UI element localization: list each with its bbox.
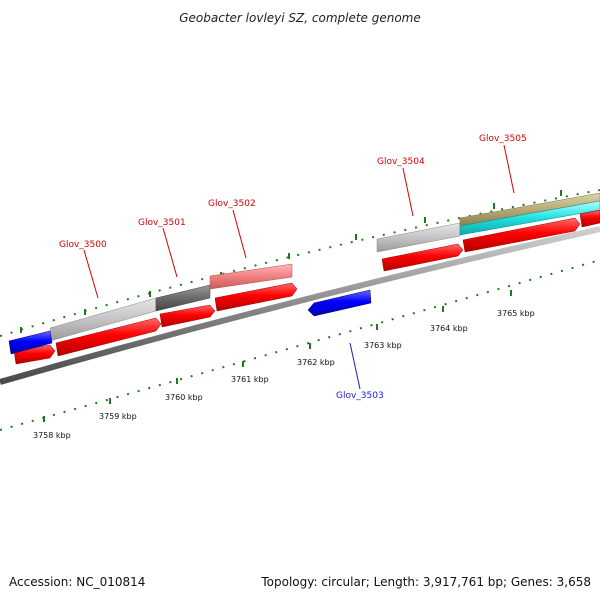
feature-bar-3501[interactable] [155, 284, 211, 312]
cds-arrow-3503[interactable] [307, 289, 372, 317]
cds-arrow-3501[interactable] [159, 304, 216, 328]
label-leaders [83, 144, 515, 390]
major-ticks-outer [20, 190, 562, 333]
feature-bar-3505-cyan[interactable] [459, 200, 600, 236]
scale-label-3763: 3763 kbp [364, 341, 402, 350]
scale-label-3758: 3758 kbp [33, 431, 71, 440]
cds-bar-blue-left[interactable] [8, 330, 53, 355]
scale-label-3762: 3762 kbp [297, 358, 335, 367]
genome-backbone [0, 226, 600, 385]
scale-label-3764: 3764 kbp [430, 324, 468, 333]
cds-arrow-3504[interactable] [381, 243, 464, 272]
accession-text: Accession: NC_010814 [9, 575, 145, 589]
feature-bar-3502[interactable] [209, 263, 293, 290]
scale-label-3765: 3765 kbp [497, 309, 535, 318]
cds-arrow-3502[interactable] [214, 282, 298, 312]
feature-bar-3504[interactable] [376, 222, 461, 253]
feature-bar-3505-olive[interactable] [459, 192, 600, 227]
scale-label-3760: 3760 kbp [165, 393, 203, 402]
cds-arrow-3500[interactable] [55, 317, 162, 357]
gene-label-glov-3504[interactable]: Glov_3504 [377, 157, 425, 167]
gene-label-glov-3503[interactable]: Glov_3503 [336, 391, 384, 401]
feature-track [49, 192, 600, 342]
scale-label-3761: 3761 kbp [231, 375, 269, 384]
forward-cds-track [13, 209, 600, 365]
gene-label-glov-3505[interactable]: Glov_3505 [479, 134, 527, 144]
gene-label-glov-3502[interactable]: Glov_3502 [208, 199, 256, 209]
cds-arrow-3506[interactable] [579, 209, 600, 228]
scale-label-3759: 3759 kbp [99, 412, 137, 421]
genome-summary-text: Topology: circular; Length: 3,917,761 bp… [260, 575, 591, 589]
cds-arrow-3505[interactable] [462, 217, 581, 253]
reverse-cds-track [8, 289, 372, 355]
map-title: Geobacter lovleyi SZ, complete genome [179, 11, 421, 25]
major-ticks-inner [43, 290, 512, 422]
gene-label-glov-3501[interactable]: Glov_3501 [138, 218, 186, 228]
gene-label-glov-3500[interactable]: Glov_3500 [59, 240, 107, 250]
